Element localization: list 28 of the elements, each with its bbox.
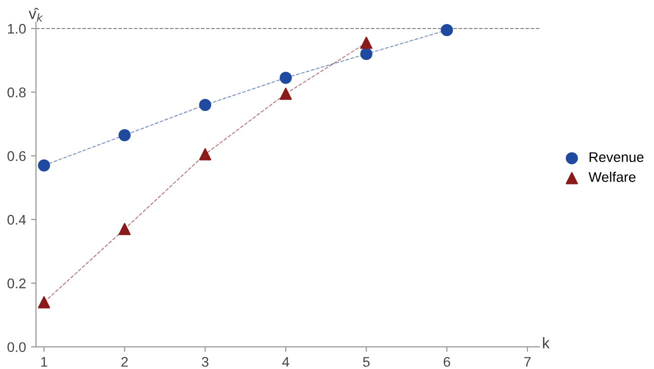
point [280, 88, 292, 100]
y-tick-label: 1.0 [8, 24, 26, 34]
y-tick-label: 0.6 [7, 151, 26, 162]
point [360, 36, 372, 49]
y-tick-label: 0.4 [7, 214, 26, 225]
point [38, 296, 50, 308]
point [440, 24, 453, 36]
point [199, 98, 212, 111]
point [118, 222, 131, 236]
x-tick-label: 7 [524, 357, 531, 367]
x-tick-label: 4 [282, 357, 290, 367]
point [199, 148, 212, 160]
legend-label: Revenue [590, 152, 644, 162]
x-tick-label: 6 [444, 356, 450, 367]
x-tick-label: 1 [41, 357, 48, 367]
legend-label: Welfare [588, 172, 636, 182]
y-axis-title: v̂$_{k}$ [28, 8, 44, 22]
point [360, 48, 372, 60]
point [38, 159, 50, 172]
x-tick-label: 3 [202, 356, 208, 367]
y-tick-label: 0.2 [7, 278, 26, 288]
point [280, 72, 292, 84]
point [118, 129, 131, 142]
y-tick-label: 0.8 [7, 88, 26, 98]
x-tick-label: 5 [363, 357, 370, 367]
x-axis-title: k [543, 337, 550, 348]
y-tick-label: 0.0 [7, 342, 26, 352]
x-tick-label: 2 [121, 356, 128, 367]
